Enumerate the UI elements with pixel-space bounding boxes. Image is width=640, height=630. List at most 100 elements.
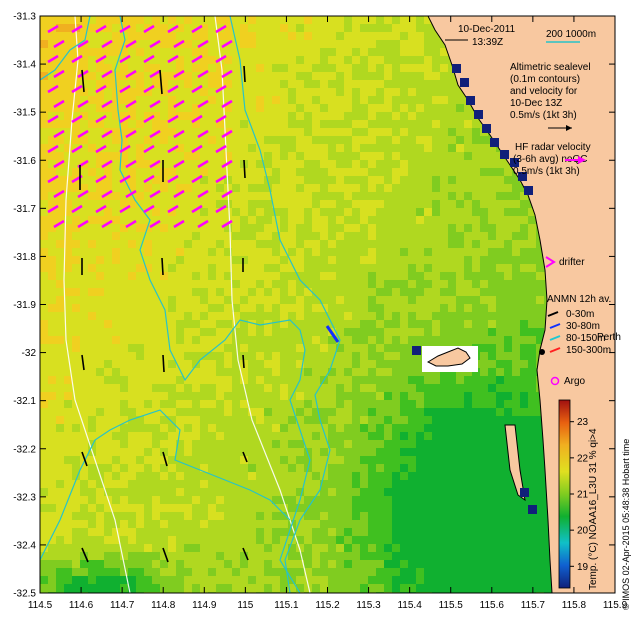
sst-cell [248, 240, 256, 248]
sst-cell [344, 48, 352, 56]
sst-cell [136, 40, 144, 48]
sst-cell [336, 472, 344, 480]
sst-cell [56, 520, 64, 528]
sst-cell [192, 408, 200, 416]
sst-cell [296, 448, 304, 456]
sst-cell [224, 80, 232, 88]
sst-cell [80, 168, 88, 176]
sst-cell [432, 424, 440, 432]
sst-cell [88, 344, 96, 352]
sst-cell [216, 248, 224, 256]
sst-cell [472, 536, 480, 544]
sst-cell [320, 176, 328, 184]
sst-cell [384, 408, 392, 416]
sst-cell [392, 32, 400, 40]
sst-cell [288, 384, 296, 392]
sst-cell [456, 264, 464, 272]
sst-cell [160, 200, 168, 208]
sst-cell [424, 248, 432, 256]
sst-cell [344, 232, 352, 240]
sst-cell [264, 112, 272, 120]
sst-cell [264, 232, 272, 240]
sst-cell [328, 256, 336, 264]
sst-cell [208, 360, 216, 368]
sst-cell [456, 176, 464, 184]
sst-cell [56, 352, 64, 360]
sst-cell [80, 24, 88, 32]
sst-cell [208, 552, 216, 560]
sst-cell [400, 488, 408, 496]
sst-cell [320, 208, 328, 216]
sst-cell [80, 224, 88, 232]
sst-cell [176, 216, 184, 224]
sst-cell [152, 72, 160, 80]
sst-cell [88, 48, 96, 56]
sst-cell [232, 48, 240, 56]
sst-cell [232, 184, 240, 192]
sst-cell [216, 304, 224, 312]
sst-cell [336, 384, 344, 392]
sst-cell [384, 440, 392, 448]
sst-cell [96, 72, 104, 80]
sst-cell [448, 184, 456, 192]
sst-cell [304, 296, 312, 304]
sst-cell [40, 24, 48, 32]
sst-cell [120, 296, 128, 304]
sst-cell [536, 424, 544, 432]
sst-cell [360, 200, 368, 208]
sst-cell [296, 384, 304, 392]
sst-cell [368, 328, 376, 336]
sst-cell [200, 216, 208, 224]
sst-cell [240, 104, 248, 112]
sst-cell [264, 416, 272, 424]
sst-cell [288, 440, 296, 448]
sst-cell [384, 216, 392, 224]
sst-cell [224, 48, 232, 56]
sst-cell [296, 80, 304, 88]
sst-cell [96, 256, 104, 264]
sst-cell [56, 224, 64, 232]
sst-cell [344, 352, 352, 360]
sst-cell [440, 152, 448, 160]
sst-cell [504, 552, 512, 560]
sst-cell [392, 360, 400, 368]
sst-cell [200, 112, 208, 120]
sst-cell [72, 376, 80, 384]
sst-cell [64, 272, 72, 280]
sst-cell [96, 360, 104, 368]
sst-cell [64, 432, 72, 440]
sst-cell [400, 224, 408, 232]
sst-cell [328, 200, 336, 208]
sst-cell [160, 104, 168, 112]
sst-cell [48, 104, 56, 112]
sst-cell [480, 528, 488, 536]
sst-cell [488, 336, 496, 344]
sst-cell [344, 440, 352, 448]
sst-cell [496, 464, 504, 472]
sst-cell [264, 224, 272, 232]
sst-cell [424, 136, 432, 144]
sst-cell [184, 272, 192, 280]
sst-cell [288, 296, 296, 304]
sst-cell [144, 224, 152, 232]
sst-cell [480, 176, 488, 184]
sst-cell [144, 88, 152, 96]
sst-cell [176, 320, 184, 328]
sst-cell [176, 88, 184, 96]
sst-cell [456, 144, 464, 152]
sst-cell [304, 96, 312, 104]
sst-cell [504, 520, 512, 528]
sst-cell [160, 560, 168, 568]
sst-cell [432, 64, 440, 72]
sst-cell [488, 208, 496, 216]
sst-cell [408, 384, 416, 392]
sst-cell [56, 48, 64, 56]
sst-cell [208, 120, 216, 128]
sst-cell [200, 96, 208, 104]
sst-cell [112, 384, 120, 392]
sst-cell [112, 488, 120, 496]
sst-cell [136, 416, 144, 424]
sst-cell [136, 152, 144, 160]
sst-cell [96, 40, 104, 48]
sst-cell [408, 464, 416, 472]
